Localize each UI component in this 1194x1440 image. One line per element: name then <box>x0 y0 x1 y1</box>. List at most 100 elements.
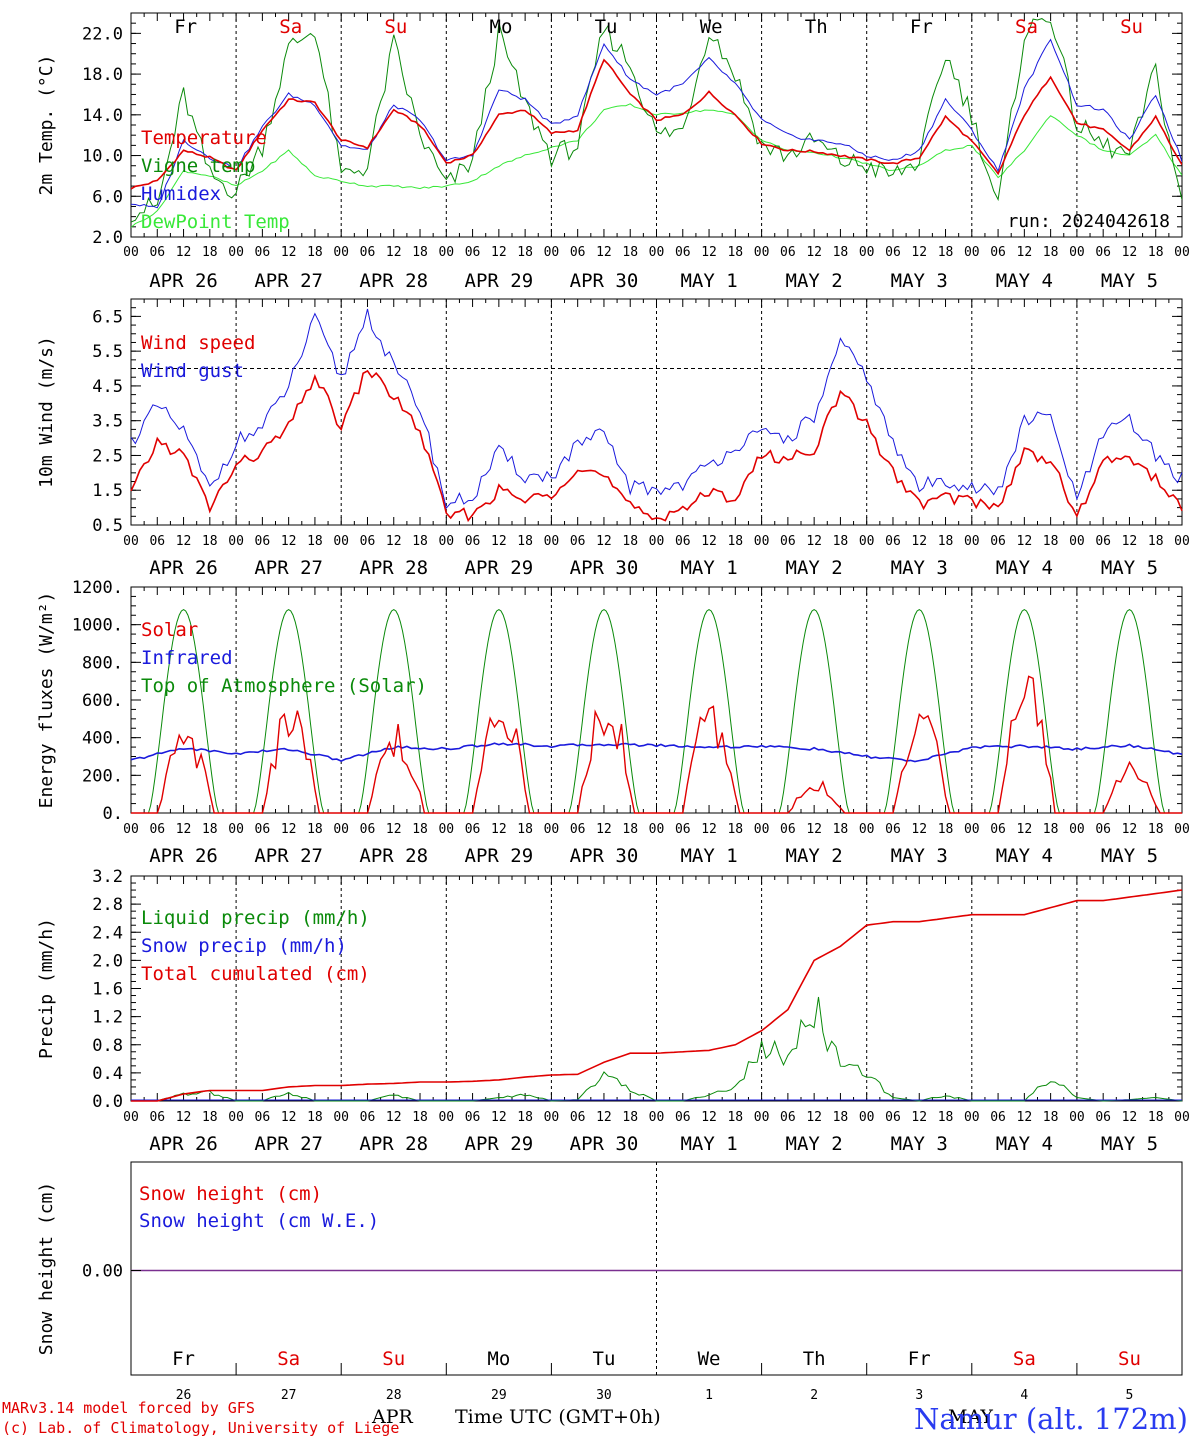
hour-tick-label: 12 <box>596 822 612 837</box>
hour-tick-label: 06 <box>149 1110 165 1125</box>
day-number-label: 29 <box>491 1388 507 1403</box>
series-line-wind-gust <box>130 308 1183 510</box>
hour-tick-label: 06 <box>990 1110 1006 1125</box>
hour-tick-label: 12 <box>176 245 192 260</box>
hour-tick-label: 00 <box>649 245 665 260</box>
hour-tick-label: 00 <box>964 1110 980 1125</box>
date-label: MAY 5 <box>1101 557 1158 579</box>
date-label: MAY 1 <box>680 1133 737 1155</box>
y-tick-label: 3.5 <box>92 412 123 432</box>
hour-tick-label: 18 <box>622 534 638 549</box>
hour-tick-label: 00 <box>964 245 980 260</box>
hour-tick-label: 00 <box>859 245 875 260</box>
date-label: MAY 5 <box>1101 1133 1158 1155</box>
hour-tick-label: 18 <box>517 534 533 549</box>
legend-entry: Solar <box>141 619 198 641</box>
date-label: APR 30 <box>570 1133 639 1155</box>
date-label: APR 30 <box>570 845 639 867</box>
date-label: APR 26 <box>149 845 218 867</box>
hour-tick-label: 06 <box>780 1110 796 1125</box>
hour-tick-label: 18 <box>412 534 428 549</box>
hour-tick-label: 00 <box>544 1110 560 1125</box>
weekday-label-bottom: Fr <box>172 1348 195 1370</box>
x-axis-title: Time UTC (GMT+0h) <box>455 1406 661 1428</box>
hour-tick-label: 12 <box>281 245 297 260</box>
hour-tick-label: 18 <box>1043 822 1059 837</box>
legend-entry: Temperature <box>141 127 267 149</box>
hour-tick-label: 00 <box>544 534 560 549</box>
hour-tick-label: 06 <box>255 534 271 549</box>
date-label: MAY 2 <box>786 270 843 292</box>
hour-tick-label: 12 <box>596 245 612 260</box>
y-tick-label: 0.0 <box>92 1092 123 1112</box>
y-tick-label: 1200. <box>72 578 123 598</box>
date-label: MAY 2 <box>786 845 843 867</box>
hour-tick-label: 00 <box>228 534 244 549</box>
date-label: APR 28 <box>359 557 428 579</box>
date-label: APR 27 <box>254 1133 323 1155</box>
hour-tick-label: 18 <box>1043 245 1059 260</box>
hour-tick-label: 00 <box>123 245 139 260</box>
hour-tick-label: 00 <box>754 822 770 837</box>
hour-tick-label: 12 <box>386 534 402 549</box>
hour-tick-label: 18 <box>938 245 954 260</box>
y-tick-label: 2.0 <box>92 228 123 248</box>
date-label: APR 30 <box>570 557 639 579</box>
station-name: Namur (alt. 172m) <box>913 1402 1188 1436</box>
hour-tick-label: 18 <box>1043 534 1059 549</box>
day-number-label: 28 <box>386 1388 402 1403</box>
y-axis-title: Snow height (cm) <box>36 1182 57 1355</box>
day-number-label: 26 <box>176 1388 192 1403</box>
y-tick-label: 10.0 <box>82 147 123 167</box>
hour-tick-label: 00 <box>1174 534 1190 549</box>
hour-tick-label: 12 <box>491 534 507 549</box>
hour-tick-label: 00 <box>859 822 875 837</box>
hour-tick-label: 18 <box>727 822 743 837</box>
weekday-label-bottom: Sa <box>277 1348 300 1370</box>
y-tick-label: 4.5 <box>92 377 123 397</box>
hour-tick-label: 18 <box>622 1110 638 1125</box>
hour-tick-label: 06 <box>1095 1110 1111 1125</box>
hour-tick-label: 18 <box>307 822 323 837</box>
day-number-label: 27 <box>281 1388 297 1403</box>
y-axis-title: Precip (mm/h) <box>36 918 57 1059</box>
weekday-label-bottom: Tu <box>593 1348 616 1370</box>
weekday-label-top: Fr <box>174 16 197 38</box>
hour-tick-label: 18 <box>412 245 428 260</box>
hour-tick-label: 18 <box>833 534 849 549</box>
hour-tick-label: 18 <box>938 1110 954 1125</box>
hour-tick-label: 00 <box>859 534 875 549</box>
hour-tick-label: 12 <box>386 822 402 837</box>
weekday-label-bottom: Mo <box>487 1348 510 1370</box>
y-axis-title: Energy fluxes (W/m²) <box>36 592 57 809</box>
hour-tick-label: 06 <box>675 1110 691 1125</box>
hour-tick-label: 12 <box>491 245 507 260</box>
weekday-label-top: We <box>700 16 723 38</box>
hour-tick-label: 18 <box>202 822 218 837</box>
hour-tick-label: 06 <box>360 534 376 549</box>
hour-tick-label: 12 <box>1122 1110 1138 1125</box>
hour-tick-label: 00 <box>544 822 560 837</box>
hour-tick-label: 18 <box>938 822 954 837</box>
hour-tick-label: 12 <box>806 245 822 260</box>
hour-tick-label: 12 <box>1122 534 1138 549</box>
hour-tick-label: 00 <box>228 245 244 260</box>
y-tick-label: 18.0 <box>82 65 123 85</box>
hour-tick-label: 12 <box>491 822 507 837</box>
weekday-label-bottom: We <box>698 1348 721 1370</box>
footer-copyright: (c) Lab. of Climatology, University of L… <box>2 1419 400 1437</box>
hour-tick-label: 00 <box>859 1110 875 1125</box>
hour-tick-label: 00 <box>228 1110 244 1125</box>
hour-tick-label: 00 <box>544 245 560 260</box>
hour-tick-label: 12 <box>491 1110 507 1125</box>
hour-tick-label: 12 <box>176 534 192 549</box>
hour-tick-label: 18 <box>202 1110 218 1125</box>
hour-tick-label: 06 <box>465 1110 481 1125</box>
date-label: APR 27 <box>254 270 323 292</box>
month-label-right: MAY <box>948 1406 993 1428</box>
hour-tick-label: 06 <box>360 822 376 837</box>
date-label: APR 28 <box>359 270 428 292</box>
weekday-label-top: Su <box>384 16 407 38</box>
date-label: APR 29 <box>465 557 534 579</box>
hour-tick-label: 12 <box>701 1110 717 1125</box>
